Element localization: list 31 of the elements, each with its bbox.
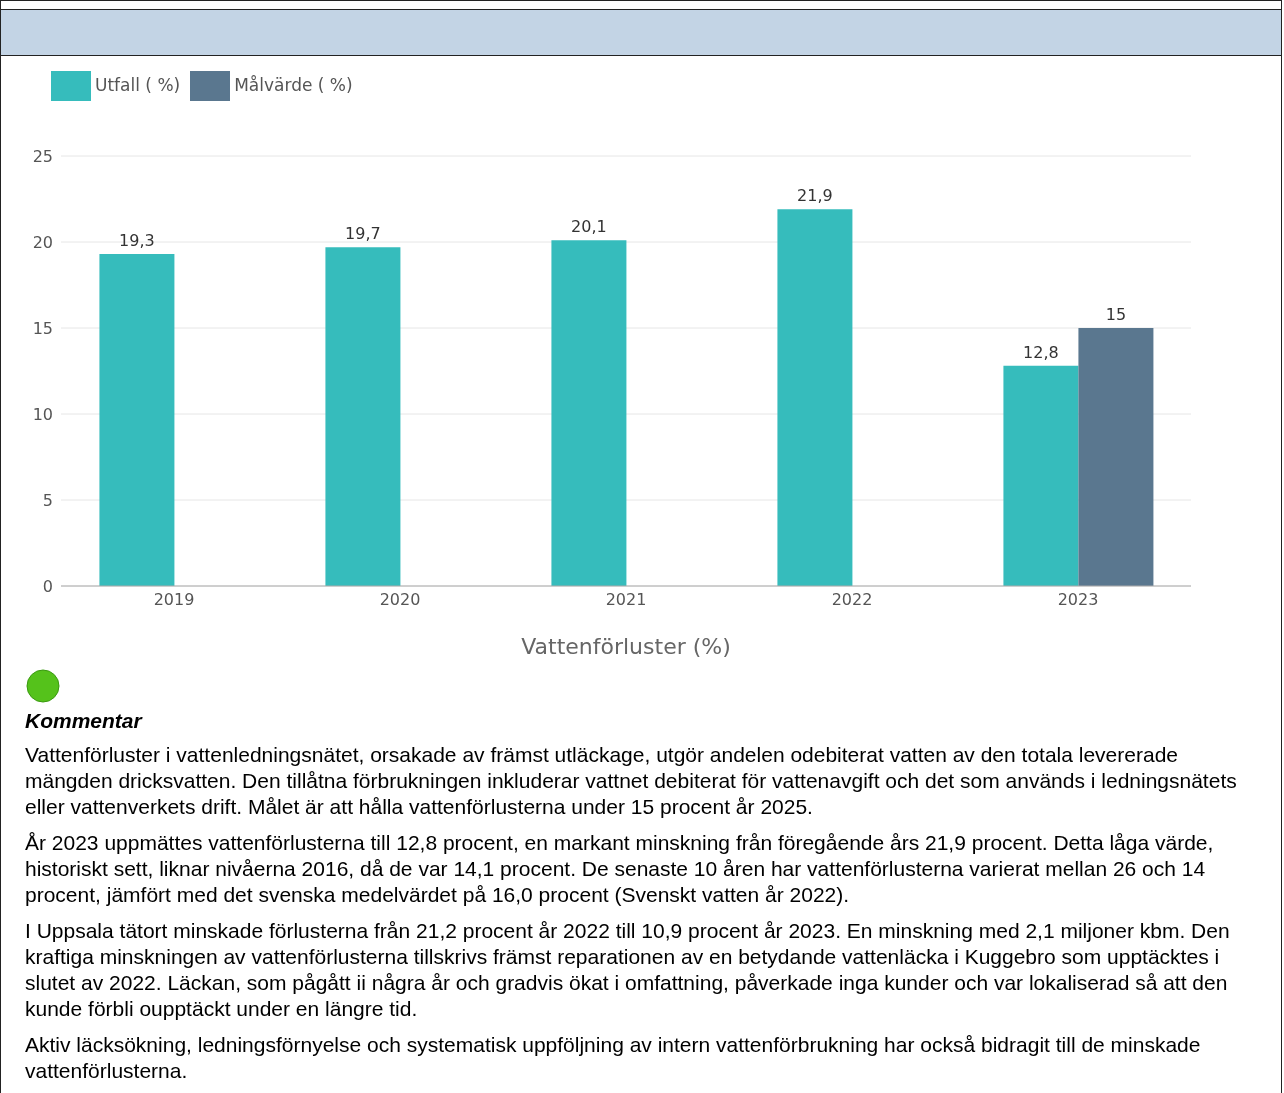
- legend-label: Målvärde ( %): [234, 75, 353, 95]
- data-label: 19,3: [119, 231, 155, 251]
- bar: [99, 254, 175, 586]
- bar: [325, 247, 401, 586]
- x-tick-label: 2021: [605, 590, 647, 610]
- bar: [1003, 365, 1079, 586]
- data-label: 20,1: [571, 217, 607, 237]
- y-tick-label: 0: [42, 576, 53, 596]
- x-tick-label: 2022: [831, 590, 873, 610]
- data-label: 15: [1105, 305, 1127, 324]
- text: Vattenförluster i vattenledningsnätet, orsakade av främst utläckage, utgör andelen odebiterat vatten av den totala levererade mängden dricksvatten. Den tillåtna förbrukningen inkluderar vattnet debiterat för vattenavgift och det som används i ledningsnätets eller vattenverkets drift. Målet är att hålla vattenförlusterna under 15 procent år 2025.: [25, 742, 1238, 820]
- text: Aktiv läcksökning, ledningsförnyelse och systematisk uppföljning av intern vattenförbrukning har också bidragit till de minskade vattenförlusterna.: [25, 1032, 1202, 1084]
- text: År 2023 uppmättes vattenförlusterna till 12,8 procent, en markant minskning från föregående års 21,9 procent. Detta låga värde, historiskt sett, liknar nivåerna 2016, då de var 14,1 procent. De senaste 10 åren har vattenförlusterna varierat mellan 26 och 14 procent, jämfört med det svenska medelvärdet på 16,0 procent (Svenskt vatten år 2022).: [25, 830, 1215, 908]
- y-tick-label: 20: [32, 232, 53, 252]
- data-label: 21,9: [797, 186, 833, 206]
- text: Kommentar: [25, 708, 144, 734]
- x-tick-label: 2023: [1057, 590, 1099, 610]
- y-tick-label: 10: [32, 404, 53, 424]
- legend-label: Utfall ( %): [95, 75, 181, 95]
- x-tick-label: 2020: [379, 590, 421, 610]
- x-tick-label: 2019: [153, 590, 195, 610]
- data-label: 12,8: [1023, 342, 1059, 362]
- bar: [1078, 328, 1154, 586]
- text: I Uppsala tätort minskade förlusterna från 21,2 procent år 2022 till 10,9 procent år 2023. En minskning med 2,1 miljoner kbm. Den kraftiga minskningen av vattenförlusterna tillskrivs främst reparationen av en betydande vattenläcka i Kuggebro som upptäcktes i slutet av 2022. Läckan, som pågått ii några år och gradvis ökat i omfattning, påverkade inga kunder och var lokaliserad så att den kunde förbli oupptäckt under en längre tid.: [25, 918, 1231, 1022]
- bar: [777, 209, 853, 586]
- data-label: 19,7: [345, 224, 381, 244]
- x-axis-title: Vattenförluster (%): [521, 634, 731, 659]
- y-tick-label: 25: [32, 146, 53, 166]
- y-tick-label: 5: [42, 490, 53, 510]
- y-tick-label: 15: [32, 318, 53, 338]
- bar: [551, 240, 627, 586]
